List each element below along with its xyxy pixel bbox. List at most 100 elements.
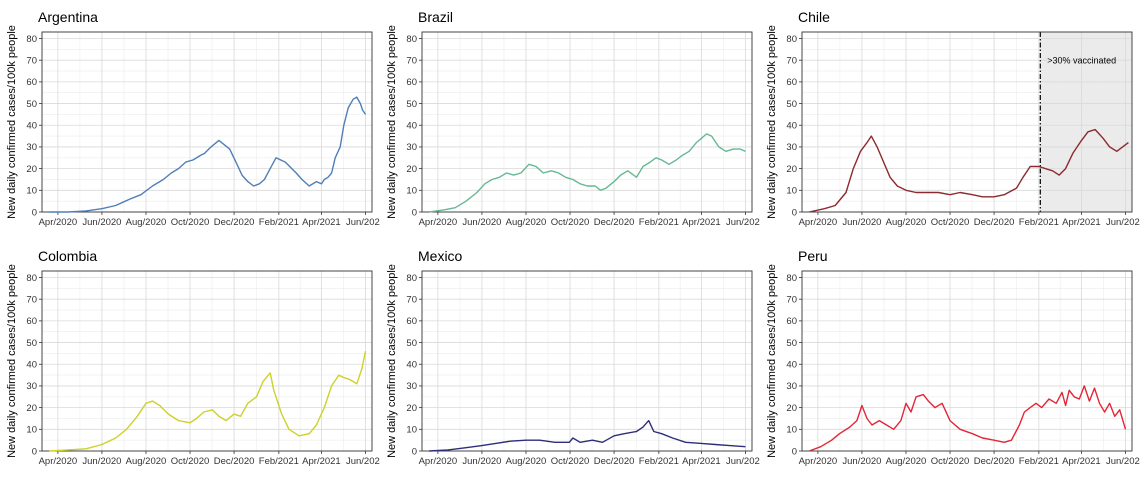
series-line-chile: [809, 128, 1129, 213]
y-tick-label: 70: [406, 294, 417, 305]
panel-argentina: 0 10 20 30 40 50 60 70 80 Apr/2020 Jun/2020 Aug/202…: [0, 0, 380, 238]
series-line-brazil: [429, 133, 746, 213]
y-tick-label: 0: [412, 446, 417, 457]
x-tick-label: Apr/2020: [39, 217, 78, 228]
panel-peru: 0 10 20 30 40 50 60 70 80 Apr/2020 Jun/2020 Aug/202…: [760, 239, 1140, 477]
y-tick-label: 30: [406, 381, 417, 392]
chart-brazil: 0 10 20 30 40 50 60 70 80 Apr/2020 Jun/2020 Aug/202…: [386, 9, 760, 228]
x-tick-label: Apr/2021: [302, 217, 341, 228]
x-tick-label: Aug/2020: [886, 217, 927, 228]
x-tick-label: Feb/2021: [259, 217, 299, 228]
y-tick-label: 20: [26, 164, 37, 175]
panel-mexico: 0 10 20 30 40 50 60 70 80 Apr/2020 Jun/2020 Aug/202…: [380, 239, 760, 477]
y-tick-label: 40: [786, 360, 797, 371]
x-tick-label: Jun/2021: [1106, 217, 1140, 228]
y-tick-label: 20: [406, 403, 417, 414]
vaccination-annotation: >30% vaccinated: [1047, 55, 1116, 65]
x-tick-label: Apr/2021: [1062, 456, 1101, 467]
y-tick-label: 50: [406, 338, 417, 349]
y-tick-label: 20: [406, 164, 417, 175]
panel-chile: 0 10 20 30 40 50 60 70 80 Apr/2020 Jun/2020 Aug/202…: [760, 0, 1140, 238]
x-tick-label: Jun/2020: [842, 456, 881, 467]
y-tick-label: 60: [406, 316, 417, 327]
y-tick-label: 10: [406, 425, 417, 436]
panel-title: Colombia: [38, 248, 97, 264]
x-tick-label: Oct/2020: [171, 217, 210, 228]
x-tick-label: Dec/2020: [594, 456, 635, 467]
chart-argentina: 0 10 20 30 40 50 60 70 80 Apr/2020 Jun/2020 Aug/202…: [6, 9, 380, 228]
y-tick-label: 40: [786, 121, 797, 132]
y-tick-label: 20: [786, 164, 797, 175]
x-tick-label: Apr/2021: [682, 217, 721, 228]
y-tick-label: 50: [786, 338, 797, 349]
x-tick-label: Aug/2020: [886, 456, 927, 467]
y-tick-label: 70: [406, 55, 417, 66]
x-tick-label: Feb/2021: [1019, 217, 1059, 228]
y-tick-label: 60: [26, 77, 37, 88]
y-tick-label: 60: [26, 316, 37, 327]
panel-title: Brazil: [418, 9, 453, 25]
x-tick-label: Apr/2020: [799, 217, 838, 228]
x-tick-label: Jun/2021: [1106, 456, 1140, 467]
x-tick-label: Oct/2020: [551, 217, 590, 228]
y-tick-label: 30: [26, 142, 37, 153]
x-tick-label: Feb/2021: [639, 217, 679, 228]
panel-brazil: 0 10 20 30 40 50 60 70 80 Apr/2020 Jun/2020 Aug/202…: [380, 0, 760, 238]
plot-border: [801, 31, 1133, 213]
x-tick-label: Jun/2020: [82, 217, 121, 228]
y-tick-label: 50: [406, 99, 417, 110]
y-tick-label: 50: [26, 99, 37, 110]
y-tick-label: 0: [412, 207, 417, 218]
y-tick-label: 40: [406, 360, 417, 371]
x-tick-label: Jun/2020: [842, 217, 881, 228]
y-tick-label: 10: [786, 186, 797, 197]
y-tick-label: 30: [786, 142, 797, 153]
x-tick-label: Jun/2021: [726, 456, 760, 467]
x-tick-label: Aug/2020: [506, 456, 547, 467]
x-tick-label: Feb/2021: [259, 456, 299, 467]
x-tick-label: Jun/2020: [462, 217, 501, 228]
plot-border: [41, 31, 373, 213]
y-tick-label: 70: [786, 55, 797, 66]
chart-chile: 0 10 20 30 40 50 60 70 80 Apr/2020 Jun/2020 Aug/202…: [766, 9, 1140, 228]
x-tick-label: Apr/2020: [39, 456, 78, 467]
panel-title: Argentina: [38, 9, 98, 25]
y-tick-label: 80: [406, 34, 417, 45]
x-tick-label: Apr/2020: [799, 456, 838, 467]
x-tick-label: Jun/2020: [82, 456, 121, 467]
y-tick-label: 80: [26, 34, 37, 45]
panel-title: Mexico: [418, 248, 463, 264]
y-tick-label: 60: [406, 77, 417, 88]
x-tick-label: Oct/2020: [931, 456, 970, 467]
y-tick-label: 80: [26, 273, 37, 284]
x-tick-label: Oct/2020: [551, 456, 590, 467]
chart-mexico: 0 10 20 30 40 50 60 70 80 Apr/2020 Jun/2020 Aug/202…: [386, 248, 760, 467]
y-axis-label: New daily confirmed cases/100k people: [6, 25, 18, 219]
y-axis-label: New daily confirmed cases/100k people: [6, 264, 18, 458]
y-tick-label: 80: [786, 34, 797, 45]
series-line-peru: [808, 385, 1127, 452]
y-tick-label: 50: [26, 338, 37, 349]
x-tick-label: Dec/2020: [594, 217, 635, 228]
y-tick-label: 80: [786, 273, 797, 284]
x-tick-label: Apr/2021: [682, 456, 721, 467]
y-tick-label: 10: [26, 186, 37, 197]
plot-border: [801, 270, 1133, 452]
x-tick-label: Jun/2021: [346, 217, 380, 228]
y-tick-label: 60: [786, 316, 797, 327]
y-tick-label: 40: [26, 121, 37, 132]
plot-border: [421, 270, 753, 452]
panel-title: Peru: [798, 248, 828, 264]
panel-title: Chile: [798, 9, 830, 25]
x-tick-label: Feb/2021: [639, 456, 679, 467]
y-tick-label: 0: [32, 207, 37, 218]
y-tick-label: 0: [792, 207, 797, 218]
y-tick-label: 40: [26, 360, 37, 371]
y-tick-label: 10: [786, 425, 797, 436]
x-tick-label: Dec/2020: [214, 217, 255, 228]
x-tick-label: Apr/2020: [419, 217, 458, 228]
y-tick-label: 10: [26, 425, 37, 436]
x-tick-label: Apr/2020: [419, 456, 458, 467]
panel-colombia: 0 10 20 30 40 50 60 70 80 Apr/2020 Jun/2020 Aug/202…: [0, 239, 380, 477]
